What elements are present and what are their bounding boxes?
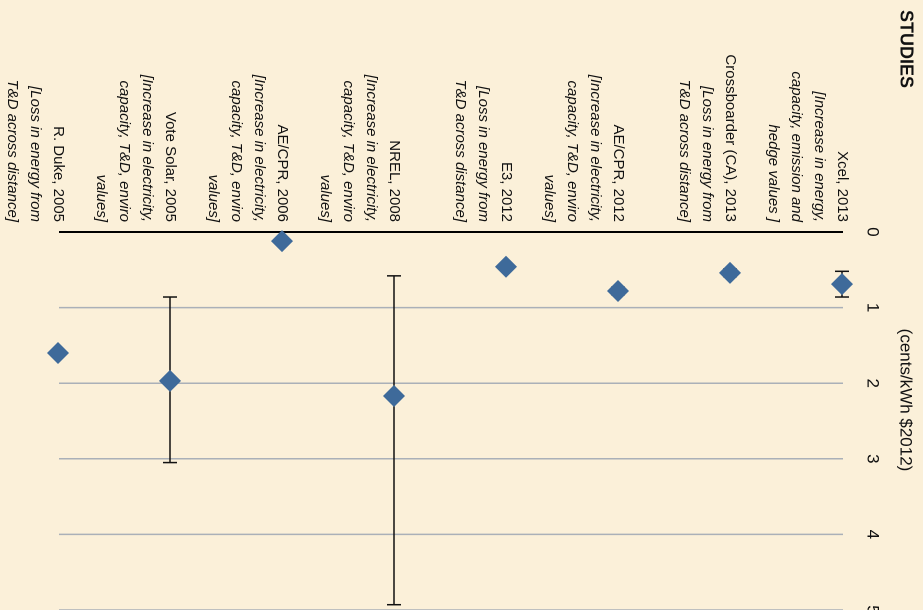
category-description: [Increase in energy,: [811, 90, 828, 222]
category-label: E3, 2012: [498, 162, 515, 222]
diamond-marker: [47, 341, 69, 364]
chart-title: STUDIES: [896, 10, 916, 88]
category-description: [Increase in electricity,: [251, 74, 268, 222]
x-tick-label: 0: [864, 227, 883, 236]
x-tick-label: 3: [864, 454, 883, 463]
x-tick-label: 2: [864, 378, 883, 387]
diamond-marker: [831, 273, 853, 296]
category-description: [Loss in energy from: [27, 85, 44, 222]
category-description: capacity, T&D, enviro: [116, 81, 133, 222]
diamond-marker: [271, 230, 293, 253]
category-description: values]: [317, 174, 334, 222]
category-description: [Increase in electricity,: [363, 74, 380, 222]
diamond-marker: [159, 369, 181, 392]
category-label: Crossboarder (CA), 2013: [722, 54, 739, 222]
category-description: [Increase in electricity,: [587, 74, 604, 222]
category-description: [Increase in electricity,: [139, 74, 156, 222]
rotated-plot: STUDIES (cents/kWh $2012) 0 1 2 3 4 5 Xcel, 20…: [4, 10, 916, 610]
category-description: T&D across distance]: [452, 79, 469, 222]
category-description: [Loss in energy from: [699, 85, 716, 222]
category-label: Vote Solar, 2005: [162, 112, 179, 222]
category-description: capacity, T&D, enviro: [340, 81, 357, 222]
category-label: NREL, 2008: [386, 140, 403, 222]
category-description: capacity, T&D, enviro: [228, 81, 245, 222]
category-description: values]: [205, 174, 222, 222]
x-tick-label: 4: [864, 530, 883, 539]
category-description: T&D across distance]: [676, 79, 693, 222]
diamond-marker: [383, 385, 405, 408]
category-description: capacity, emission and: [788, 71, 805, 222]
category-description: values]: [541, 174, 558, 222]
category-description: [Loss in energy from: [475, 85, 492, 222]
x-tick-label: 1: [864, 303, 883, 312]
category-label: AE/CPR, 2006: [274, 124, 291, 222]
category-description: T&D across distance]: [4, 79, 21, 222]
x-tick-label: 5: [864, 605, 883, 610]
axis-label: (cents/kWh $2012): [897, 329, 916, 472]
category-description: values]: [93, 174, 110, 222]
diamond-marker: [495, 255, 517, 278]
diamond-marker: [719, 261, 741, 284]
category-label: Xcel, 2013: [834, 151, 851, 222]
category-description: capacity, T&D, enviro: [564, 81, 581, 222]
category-label: AE/CPR, 2012: [610, 124, 627, 222]
category-description: hedge values ]: [765, 124, 782, 222]
diamond-marker: [607, 279, 629, 302]
category-label: R. Duke, 2005: [50, 126, 67, 222]
